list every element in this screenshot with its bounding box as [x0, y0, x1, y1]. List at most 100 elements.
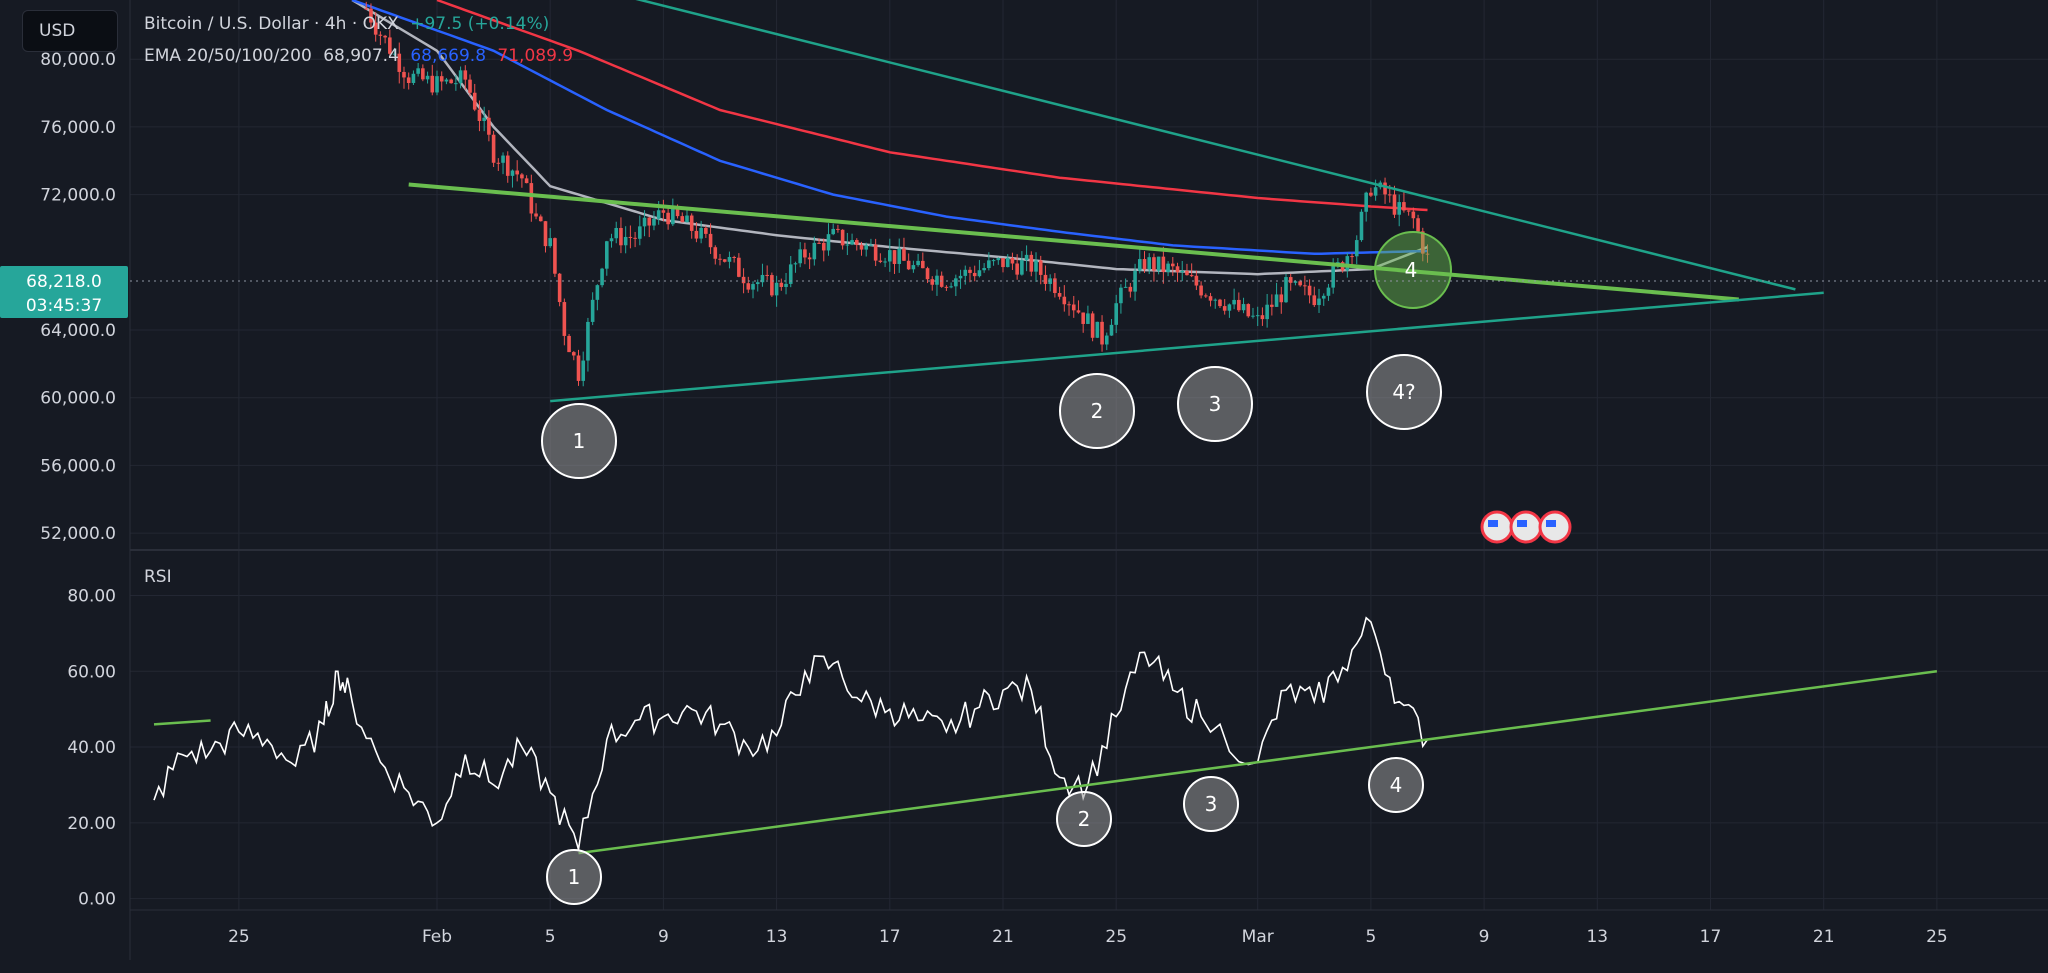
candle-body [821, 242, 826, 251]
candle-body [774, 282, 779, 296]
ema-legend[interactable]: EMA 20/50/100/200 68,907.4 68,669.8 71,0… [144, 46, 579, 66]
candle-body [1265, 304, 1269, 320]
candle-body [1218, 299, 1222, 307]
rsi-marker-2[interactable]: 2 [1056, 791, 1112, 847]
price-badge-countdown: 03:45:37 [26, 296, 102, 316]
grid-lines [130, 0, 2048, 910]
time-tick-label: 25 [1105, 927, 1127, 947]
candle-body [439, 76, 444, 82]
us-flags-events[interactable] [1480, 510, 1572, 544]
candle-body [1255, 315, 1260, 317]
time-tick-label: 25 [228, 927, 250, 947]
candle-body [732, 256, 736, 258]
trendlines[interactable] [408, 0, 1824, 403]
rsi-tick-label: 0.00 [78, 890, 116, 910]
price-trendline[interactable] [607, 0, 1796, 291]
price-marker-1[interactable]: 1 [541, 403, 617, 479]
candle-body [704, 227, 708, 234]
candle-body [1232, 299, 1236, 305]
candle-body [779, 282, 784, 287]
price-tick-label: 52,000.0 [40, 524, 116, 544]
candle-body [713, 247, 718, 259]
candle-body [364, 8, 369, 10]
candle-body [1387, 194, 1392, 196]
ema-line [436, 0, 1428, 212]
candle-body [590, 299, 595, 322]
candle-body [600, 268, 604, 286]
candle-body [1090, 313, 1095, 338]
annotation-markers[interactable]: 1 2 3 4? 4 1 2 3 4 [541, 231, 1452, 905]
annotation-label: 4 [1405, 258, 1418, 282]
candle-body [411, 73, 416, 83]
candle-body [647, 217, 652, 226]
candle-body [911, 265, 916, 270]
candle-body [873, 244, 878, 261]
annotation-circle [1056, 791, 1112, 847]
price-marker-4-highlight[interactable]: 4 [1374, 231, 1452, 309]
annotation-label: 4? [1392, 380, 1415, 404]
annotation-circle [1059, 373, 1135, 449]
candle-body [1354, 240, 1359, 257]
candle-body [1425, 253, 1430, 255]
time-tick-label: 13 [1586, 927, 1608, 947]
candle-body [581, 360, 586, 381]
rsi-tick-label: 20.00 [67, 814, 116, 834]
candle-body [741, 276, 746, 284]
candle-body [1383, 182, 1387, 195]
candle-body [675, 206, 680, 217]
time-tick-label: Feb [422, 927, 452, 947]
price-marker-2[interactable]: 2 [1059, 373, 1135, 449]
price-tick-label: 60,000.0 [40, 389, 116, 409]
rsi-marker-1[interactable]: 1 [546, 849, 602, 905]
candle-body [982, 268, 986, 271]
candle-body [1364, 192, 1368, 212]
candle-body [1331, 264, 1335, 288]
price-axis[interactable]: 80,000.0 76,000.0 72,000.0 64,000.0 60,000.0… [40, 50, 116, 544]
candle-body [477, 109, 482, 121]
symbol-legend[interactable]: Bitcoin / U.S. Dollar · 4h · OKX +97.5 (… [144, 14, 555, 34]
time-axis[interactable]: 25 Feb 5 9 13 17 21 25 Mar 5 9 13 17 21 25 [228, 927, 1948, 947]
candle-body [1119, 287, 1123, 304]
annotation-label: 1 [573, 429, 586, 453]
candle-body [534, 213, 538, 217]
price-trendline[interactable] [408, 182, 1739, 302]
annotation-label: 1 [568, 865, 581, 889]
candle-body [1251, 315, 1255, 317]
candle-body [722, 259, 727, 262]
time-tick-label: Mar [1242, 927, 1274, 947]
candle-body [515, 170, 519, 175]
candle-body [826, 234, 831, 251]
candle-body [963, 269, 968, 276]
price-trendline[interactable] [550, 291, 1824, 403]
candle-body [1345, 256, 1350, 271]
candle-body [1038, 260, 1043, 275]
candle-body [642, 217, 647, 227]
price-marker-4q[interactable]: 4? [1366, 354, 1442, 430]
candle-body [1062, 296, 1067, 305]
annotation-label: 2 [1091, 399, 1104, 423]
currency-button[interactable]: USD [22, 10, 118, 52]
rsi-marker-3[interactable]: 3 [1183, 776, 1239, 832]
candle-body [425, 75, 430, 80]
candle-body [487, 117, 491, 135]
candle-body [864, 245, 869, 250]
price-marker-3[interactable]: 3 [1177, 366, 1253, 442]
candle-body [977, 270, 982, 277]
candle-body [623, 236, 628, 246]
candle-body [661, 210, 666, 213]
candle-body [1274, 294, 1279, 307]
rsi-trendline[interactable] [578, 670, 1938, 855]
price-tick-label: 56,000.0 [40, 456, 116, 476]
candle-body [1312, 295, 1317, 306]
candle-body [883, 261, 887, 263]
candle-body [1142, 259, 1147, 270]
candle-body [1034, 260, 1038, 272]
highlight-circle [1374, 231, 1452, 309]
candle-body [520, 174, 524, 179]
candle-body [1133, 270, 1137, 292]
rsi-marker-4[interactable]: 4 [1368, 757, 1424, 813]
ema-value-2: 68,669.8 [410, 46, 487, 66]
candle-body [1156, 256, 1161, 271]
rsi-trendline[interactable] [153, 719, 211, 726]
